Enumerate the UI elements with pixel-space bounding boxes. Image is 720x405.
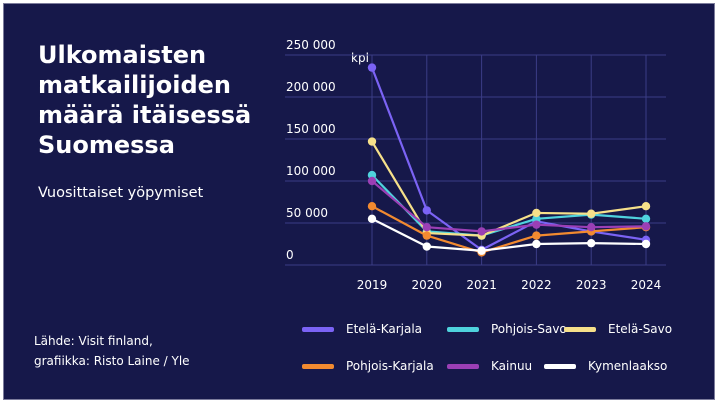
line-chart: 0 50 000 100 000 150 000 200 000 250 000 2019 2… bbox=[285, 38, 666, 292]
chart-card: Ulkomaisten matkailijoiden määrä itäises… bbox=[3, 3, 715, 400]
x-tick-label: 2019 bbox=[357, 278, 388, 292]
data-point-kymenlaakso bbox=[477, 246, 486, 255]
x-tick-label: 2024 bbox=[631, 278, 662, 292]
data-point-kymenlaakso bbox=[587, 238, 596, 248]
legend-swatch bbox=[544, 363, 576, 369]
data-point-kainuu bbox=[587, 223, 596, 232]
legend-swatch bbox=[302, 363, 334, 369]
y-tick-label: 0 bbox=[286, 248, 294, 262]
data-point-pohjois-karjala bbox=[532, 231, 541, 240]
data-point-etela-savo bbox=[587, 209, 596, 218]
legend-label: Kymenlaakso bbox=[588, 359, 668, 373]
data-point-kainuu bbox=[532, 220, 541, 229]
data-point-etela-savo bbox=[532, 208, 541, 218]
legend-label: Etelä-Karjala bbox=[346, 322, 423, 336]
legend-item: Kainuu bbox=[447, 359, 532, 373]
legend-label: Kainuu bbox=[491, 359, 533, 373]
source-line-2: grafiikka: Risto Laine / Yle bbox=[34, 354, 190, 368]
x-tick-label: 2020 bbox=[412, 278, 443, 292]
series-line-kymenlaakso bbox=[370, 217, 648, 252]
legend-label: Pohjois-Karjala bbox=[346, 359, 434, 373]
series-line-kainuu bbox=[370, 179, 648, 233]
source-line-1: Lähde: Visit finland, bbox=[34, 334, 153, 348]
data-point-pohjois-savo bbox=[641, 214, 651, 223]
data-point-etela-savo bbox=[641, 202, 651, 211]
data-point-kainuu bbox=[641, 222, 651, 231]
series-line-etela-savo bbox=[370, 140, 648, 237]
data-point-pohjois-savo bbox=[367, 170, 377, 180]
legend-item: Etelä-Savo bbox=[564, 322, 672, 336]
y-tick-label: 250 000 bbox=[286, 38, 336, 52]
data-point-kymenlaakso bbox=[641, 239, 651, 249]
data-point-pohjois-savo bbox=[532, 214, 541, 223]
data-point-kainuu bbox=[367, 176, 377, 186]
data-point-pohjois-karjala bbox=[422, 231, 431, 240]
legend-label: Pohjois-Savo bbox=[491, 322, 567, 336]
legend-swatch bbox=[447, 326, 479, 332]
chart-subtitle: Vuosittaiset yöpymiset bbox=[38, 185, 204, 201]
data-point-pohjois-karjala bbox=[367, 202, 377, 211]
x-tick-label: 2022 bbox=[521, 278, 552, 292]
data-point-etela-savo bbox=[367, 137, 377, 146]
source-credit: Lähde: Visit finland, grafiikka: Risto L… bbox=[34, 331, 190, 371]
chart-title: Ulkomaisten matkailijoiden määrä itäises… bbox=[38, 41, 252, 159]
series-line-etela-karjala bbox=[370, 66, 648, 251]
y-tick-label: 200 000 bbox=[286, 80, 336, 94]
data-point-kymenlaakso bbox=[367, 214, 377, 223]
data-point-etela-karjala bbox=[367, 63, 377, 72]
legend-label: Etelä-Savo bbox=[608, 322, 673, 336]
x-tick-label: 2023 bbox=[576, 278, 607, 292]
legend-swatch bbox=[564, 326, 596, 332]
y-tick-label: 100 000 bbox=[286, 164, 336, 178]
legend-item: Etelä-Karjala bbox=[302, 322, 422, 336]
legend-item: Pohjois-Karjala bbox=[302, 359, 434, 373]
legend-swatch bbox=[302, 326, 334, 332]
data-point-etela-karjala bbox=[422, 206, 431, 215]
data-point-kainuu bbox=[422, 223, 431, 232]
legend-item: Pohjois-Savo bbox=[447, 322, 567, 336]
series-line-pohjois-karjala bbox=[370, 205, 648, 254]
legend-item: Kymenlaakso bbox=[544, 359, 667, 373]
data-point-kainuu bbox=[477, 227, 486, 236]
data-point-kymenlaakso bbox=[532, 239, 541, 249]
y-tick-label: 150 000 bbox=[286, 122, 336, 136]
y-tick-label: 50 000 bbox=[286, 206, 328, 220]
legend-swatch bbox=[447, 363, 479, 369]
x-tick-label: 2021 bbox=[466, 278, 497, 292]
data-point-kymenlaakso bbox=[422, 242, 431, 251]
